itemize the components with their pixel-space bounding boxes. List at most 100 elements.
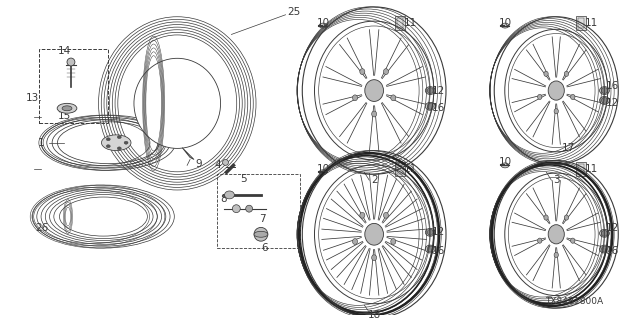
Ellipse shape (254, 231, 268, 237)
Ellipse shape (600, 87, 609, 94)
Ellipse shape (571, 94, 575, 100)
Ellipse shape (600, 96, 609, 104)
Text: 12: 12 (431, 227, 445, 237)
Ellipse shape (117, 147, 121, 150)
Text: 11: 11 (404, 164, 417, 174)
Bar (395, 16, 404, 29)
Ellipse shape (225, 191, 234, 199)
Circle shape (428, 246, 433, 252)
Ellipse shape (554, 252, 559, 258)
Text: 5: 5 (240, 174, 246, 184)
Ellipse shape (117, 136, 121, 139)
Bar (395, 163, 404, 176)
Bar (397, 18, 403, 28)
Ellipse shape (544, 71, 548, 76)
Ellipse shape (383, 69, 388, 75)
Text: 10: 10 (499, 157, 511, 167)
Ellipse shape (365, 80, 383, 101)
Ellipse shape (544, 215, 548, 220)
Text: 12: 12 (605, 98, 619, 108)
Circle shape (602, 246, 607, 252)
Text: 14: 14 (58, 46, 70, 56)
Ellipse shape (426, 228, 435, 236)
Text: 3: 3 (553, 175, 559, 185)
Ellipse shape (554, 109, 559, 114)
Ellipse shape (102, 135, 131, 151)
Ellipse shape (372, 111, 377, 117)
Text: 7: 7 (260, 213, 266, 224)
Ellipse shape (353, 95, 358, 101)
Text: 16: 16 (431, 246, 445, 256)
Ellipse shape (60, 197, 147, 236)
Ellipse shape (564, 71, 568, 76)
Bar (217, 174, 300, 248)
Ellipse shape (319, 23, 327, 28)
Bar (578, 164, 584, 174)
Text: 12: 12 (431, 85, 445, 96)
Circle shape (223, 159, 228, 165)
Ellipse shape (501, 23, 509, 28)
Ellipse shape (134, 58, 221, 148)
Text: 11: 11 (585, 164, 598, 174)
Ellipse shape (62, 106, 72, 111)
Text: TX84B1800A: TX84B1800A (545, 297, 603, 306)
Bar (40, 49, 108, 123)
Circle shape (232, 205, 240, 212)
Text: 13: 13 (26, 93, 39, 103)
Circle shape (67, 58, 75, 66)
Ellipse shape (564, 215, 568, 220)
Text: 1: 1 (38, 138, 45, 148)
Ellipse shape (391, 239, 396, 244)
Text: 17: 17 (561, 143, 575, 153)
Ellipse shape (365, 223, 383, 245)
Ellipse shape (538, 238, 542, 243)
Text: 9: 9 (196, 159, 202, 169)
Ellipse shape (571, 238, 575, 243)
Text: 8: 8 (220, 194, 227, 204)
Ellipse shape (600, 245, 609, 253)
Ellipse shape (426, 245, 435, 253)
Circle shape (428, 103, 433, 109)
Ellipse shape (600, 229, 609, 237)
Bar (576, 163, 586, 176)
Ellipse shape (106, 138, 110, 141)
Text: 12: 12 (605, 223, 619, 233)
Text: 16: 16 (431, 103, 445, 113)
Text: 25: 25 (287, 7, 300, 17)
Text: 11: 11 (404, 18, 417, 28)
Text: 10: 10 (316, 18, 330, 28)
Circle shape (428, 88, 433, 93)
Ellipse shape (426, 102, 435, 110)
Ellipse shape (360, 212, 365, 218)
Circle shape (246, 205, 253, 212)
Text: 10: 10 (499, 18, 511, 28)
Text: 16: 16 (605, 246, 619, 256)
Text: 4: 4 (214, 160, 221, 170)
Ellipse shape (501, 163, 509, 168)
Text: 6: 6 (262, 243, 268, 253)
Circle shape (602, 88, 607, 93)
Circle shape (602, 230, 607, 236)
Ellipse shape (372, 255, 377, 260)
Ellipse shape (360, 69, 365, 75)
Ellipse shape (426, 87, 435, 94)
Text: 18: 18 (367, 310, 381, 320)
Polygon shape (182, 148, 194, 159)
Ellipse shape (57, 103, 77, 113)
Ellipse shape (319, 170, 327, 175)
Bar (576, 16, 586, 29)
Ellipse shape (391, 95, 396, 101)
Bar (397, 164, 403, 174)
Ellipse shape (548, 81, 564, 100)
Circle shape (602, 98, 607, 103)
Text: 26: 26 (35, 223, 48, 233)
Text: 2: 2 (371, 175, 378, 185)
Bar (578, 18, 584, 28)
Ellipse shape (383, 212, 388, 218)
Text: 16: 16 (605, 81, 619, 91)
Text: 10: 10 (316, 164, 330, 174)
Ellipse shape (106, 145, 110, 148)
Text: 15: 15 (58, 111, 70, 121)
Text: 11: 11 (585, 18, 598, 28)
Circle shape (254, 228, 268, 241)
